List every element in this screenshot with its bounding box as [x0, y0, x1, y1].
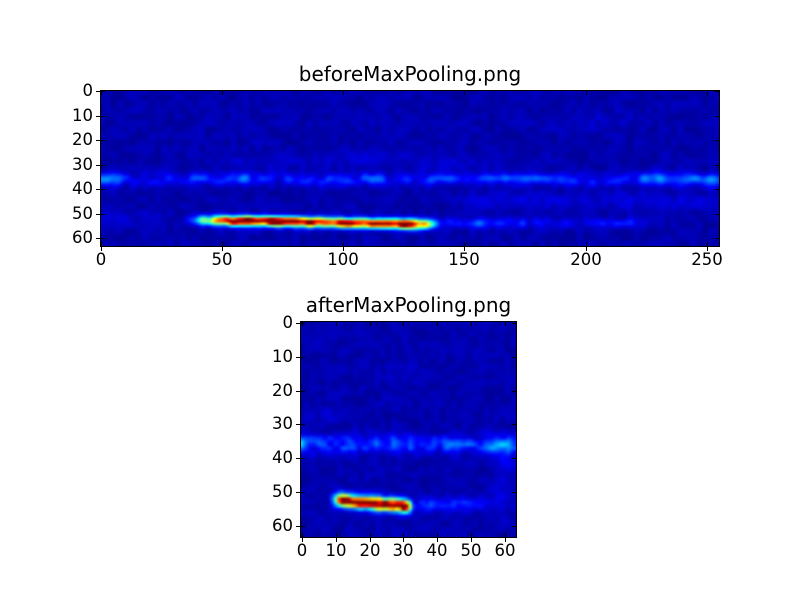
y-tick-label: 10 — [272, 347, 293, 366]
x-tick — [336, 533, 337, 542]
plot-area — [300, 321, 517, 538]
y-tick-label: 60 — [272, 516, 293, 535]
x-tick — [222, 242, 223, 251]
x-tick-top — [403, 322, 404, 326]
x-tick-top — [464, 91, 465, 95]
y-tick-right — [715, 238, 719, 239]
x-tick-label: 30 — [392, 541, 414, 560]
y-tick-label: 20 — [72, 130, 93, 149]
y-tick-right — [715, 165, 719, 166]
y-tick-right — [512, 526, 516, 527]
y-tick-label: 30 — [72, 155, 93, 174]
x-tick — [586, 242, 587, 251]
y-tick — [96, 91, 105, 92]
x-tick-top — [101, 91, 102, 95]
y-tick — [96, 116, 105, 117]
x-tick — [471, 533, 472, 542]
x-tick — [403, 533, 404, 542]
x-tick-label: 250 — [691, 250, 723, 269]
chart-title: beforeMaxPooling.png — [298, 62, 522, 86]
y-tick-right — [512, 357, 516, 358]
x-tick-label: 20 — [359, 541, 381, 560]
x-tick-top — [471, 322, 472, 326]
x-tick-label: 200 — [570, 250, 602, 269]
y-tick-label: 40 — [272, 448, 293, 467]
y-tick-right — [715, 116, 719, 117]
x-tick-label: 40 — [426, 541, 448, 560]
x-tick-top — [222, 91, 223, 95]
y-tick-label: 40 — [72, 179, 93, 198]
y-tick-right — [715, 140, 719, 141]
x-tick-top — [586, 91, 587, 95]
y-tick — [96, 238, 105, 239]
y-tick-label: 0 — [82, 81, 94, 100]
x-tick-label: 150 — [448, 250, 480, 269]
y-tick-right — [512, 391, 516, 392]
x-tick-label: 0 — [296, 541, 308, 560]
y-tick-right — [512, 424, 516, 425]
y-tick — [296, 526, 305, 527]
y-tick-right — [715, 214, 719, 215]
x-tick-top — [336, 322, 337, 326]
y-tick — [296, 458, 305, 459]
x-tick — [370, 533, 371, 542]
chart-title: afterMaxPooling.png — [305, 293, 512, 317]
y-tick — [296, 424, 305, 425]
x-tick — [464, 242, 465, 251]
y-tick — [96, 140, 105, 141]
y-tick-right — [715, 189, 719, 190]
y-tick-right — [512, 323, 516, 324]
x-tick — [101, 242, 102, 251]
x-tick-label: 0 — [95, 250, 107, 269]
x-tick-label: 50 — [211, 250, 233, 269]
x-tick — [302, 533, 303, 542]
y-tick-label: 0 — [282, 313, 294, 332]
x-tick-label: 50 — [460, 541, 482, 560]
y-tick — [296, 492, 305, 493]
y-tick — [96, 189, 105, 190]
y-tick-right — [512, 492, 516, 493]
y-tick-label: 50 — [72, 204, 93, 223]
x-tick-top — [707, 91, 708, 95]
heatmap-image — [300, 321, 517, 538]
x-tick-top — [437, 322, 438, 326]
x-tick-label: 60 — [494, 541, 516, 560]
y-tick-label: 50 — [272, 482, 293, 501]
heatmap-image — [100, 90, 720, 247]
y-tick-label: 60 — [72, 228, 93, 247]
y-tick — [296, 391, 305, 392]
y-tick — [96, 214, 105, 215]
x-tick — [707, 242, 708, 251]
y-tick — [296, 357, 305, 358]
x-tick — [343, 242, 344, 251]
x-tick — [437, 533, 438, 542]
y-tick — [296, 323, 305, 324]
x-tick — [505, 533, 506, 542]
x-tick-top — [505, 322, 506, 326]
y-tick-label: 30 — [272, 414, 293, 433]
x-tick-top — [302, 322, 303, 326]
y-tick-right — [715, 91, 719, 92]
x-tick-top — [343, 91, 344, 95]
y-tick-right — [512, 458, 516, 459]
x-tick-top — [370, 322, 371, 326]
x-tick-label: 10 — [325, 541, 347, 560]
y-tick-label: 20 — [272, 381, 293, 400]
y-tick-label: 10 — [72, 106, 93, 125]
x-tick-label: 100 — [327, 250, 359, 269]
y-tick — [96, 165, 105, 166]
